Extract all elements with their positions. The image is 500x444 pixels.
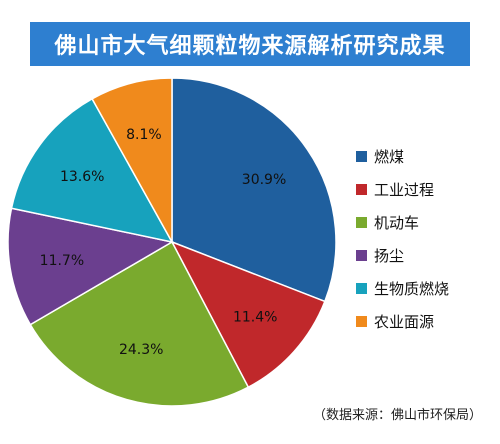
- pie-value-labels: 30.9% 11.4% 24.3% 11.7% 13.6% 8.1%: [40, 127, 287, 358]
- legend-swatch-4: [356, 283, 367, 294]
- legend-label-0: 燃煤: [374, 148, 404, 166]
- pie-value-label-5: 8.1%: [126, 127, 162, 143]
- pie-value-label-3: 11.7%: [40, 253, 84, 269]
- pie-slice-2: [29, 240, 250, 407]
- legend-label-2: 机动车: [374, 214, 419, 232]
- legend-label-3: 扬尘: [374, 247, 404, 265]
- legend-swatch-3: [356, 250, 367, 261]
- pie-value-label-1: 11.4%: [233, 309, 277, 325]
- legend-swatch-2: [356, 217, 367, 228]
- chart-title: 佛山市大气细颗粒物来源解析研究成果: [30, 22, 470, 66]
- legend-swatch-1: [356, 184, 367, 195]
- pie-slice-4: [10, 97, 174, 244]
- legend-swatch-5: [356, 316, 367, 327]
- legend-label-4: 生物质燃烧: [374, 280, 449, 298]
- pie-slice-1: [170, 240, 326, 389]
- pie-slice-0: [171, 77, 337, 303]
- pie-value-label-2: 24.3%: [119, 342, 163, 358]
- legend-swatch-0: [356, 151, 367, 162]
- pie-slice-3: [7, 207, 175, 326]
- pie-value-label-0: 30.9%: [242, 172, 286, 188]
- pie-slices: [7, 77, 337, 407]
- data-source-note: （数据来源：佛山市环保局）: [312, 408, 482, 423]
- pie-value-label-4: 13.6%: [60, 169, 104, 185]
- legend-label-5: 农业面源: [374, 313, 434, 331]
- pie-slice-5: [91, 77, 173, 245]
- legend-label-1: 工业过程: [374, 181, 434, 199]
